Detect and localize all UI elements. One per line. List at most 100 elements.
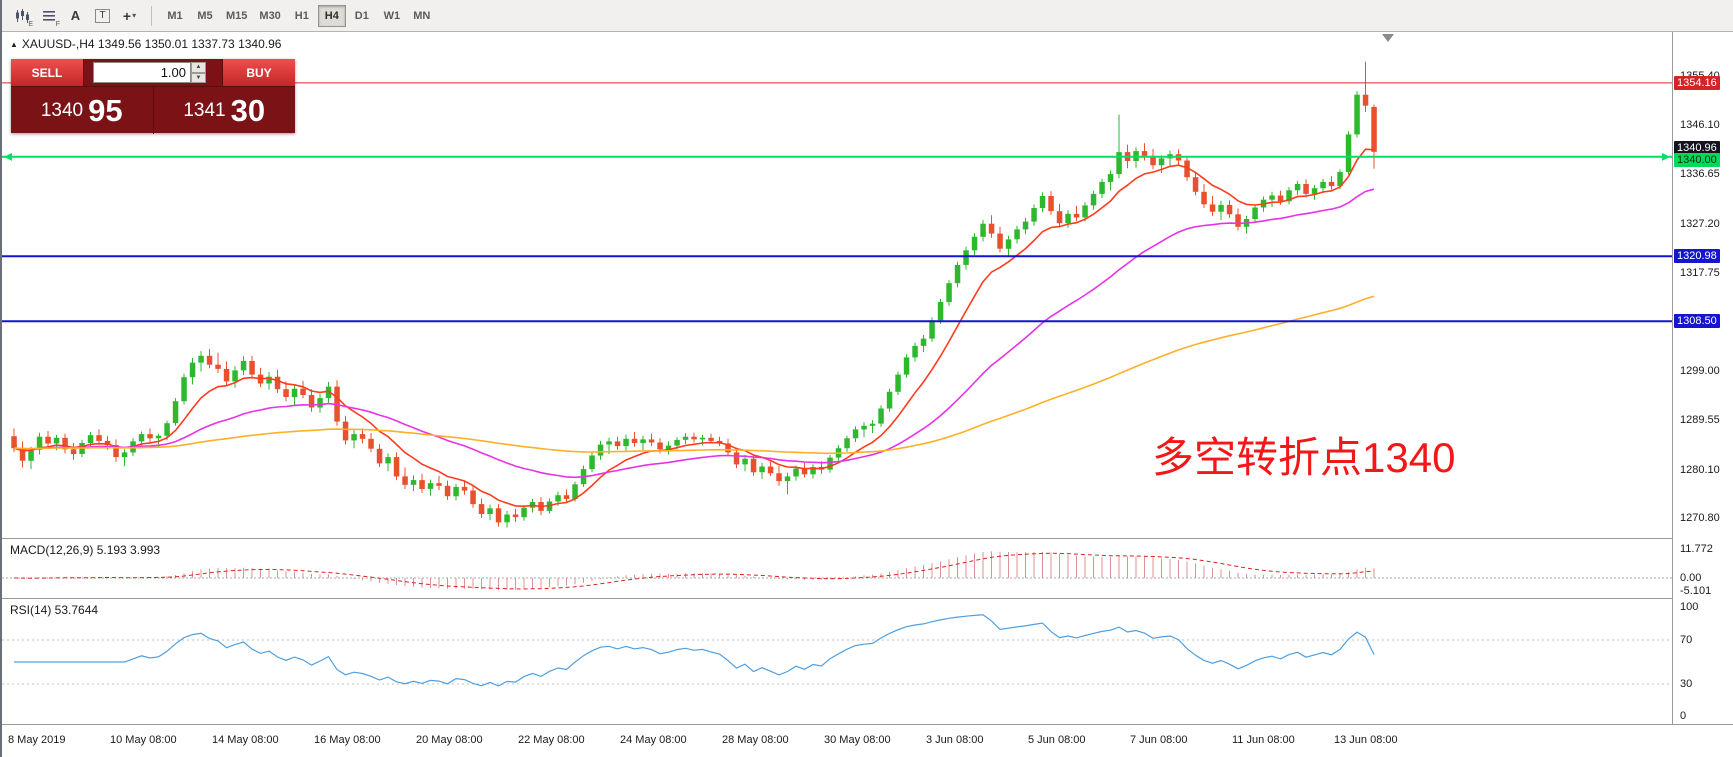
candle-body (861, 425, 867, 430)
time-label: 20 May 08:00 (416, 734, 483, 746)
chart-style-sub-label: E (28, 20, 33, 28)
candle-body (1107, 174, 1114, 182)
candle-body (70, 449, 77, 454)
candle-body (725, 443, 731, 453)
panel-separator[interactable] (2, 538, 1733, 539)
candle-body (1311, 188, 1318, 194)
candle-body (929, 320, 935, 339)
crosshair-tool-icon[interactable]: + ▾ (122, 7, 137, 24)
chart-style-icon[interactable]: E (8, 4, 35, 28)
volume-input[interactable] (93, 62, 191, 83)
volume-up-button[interactable]: ▲ (191, 62, 206, 73)
price-badge: 1340.00 (1674, 152, 1720, 167)
candle-body (1286, 190, 1292, 202)
candle-body (45, 436, 51, 444)
candle-body (1141, 151, 1148, 156)
candle-body (461, 486, 468, 491)
tf-button-m1[interactable]: M1 (167, 9, 183, 22)
candle-body (393, 457, 400, 477)
sell-button[interactable]: SELL (11, 59, 84, 86)
text-annotation-icon[interactable]: A (70, 8, 81, 23)
sell-price[interactable]: 1340 95 (11, 87, 154, 134)
candle-body (1005, 239, 1012, 249)
buy-price-pips: 30 (230, 92, 266, 128)
one-click-trading-panel: SELL ▲ ▼ BUY 1340 95 1341 30 (11, 59, 296, 134)
time-label: 8 May 2019 (8, 734, 66, 746)
candle-body (1328, 181, 1335, 187)
candle-body (291, 388, 298, 398)
ma-34-line (13, 188, 1375, 479)
tf-button-mn[interactable]: MN (413, 9, 431, 22)
price-badge: 1340.96 (1674, 140, 1720, 155)
tf-button-m15[interactable]: M15 (226, 9, 248, 22)
time-label: 22 May 08:00 (518, 734, 585, 746)
candle-body (164, 423, 170, 436)
panel-separator[interactable] (2, 598, 1733, 599)
candle-body (937, 302, 944, 321)
scale-tick: 1346.10 (1680, 118, 1720, 131)
candle-body (342, 421, 349, 441)
chart-shift-marker[interactable] (1382, 34, 1394, 42)
candle-body (878, 408, 884, 424)
candle-body (1031, 208, 1037, 222)
tf-button-h1[interactable]: H1 (294, 9, 309, 22)
candle-body (844, 438, 850, 449)
candle-body (980, 223, 986, 237)
chart-annotation-text[interactable]: 多空转折点1340 (1152, 434, 1456, 481)
text-label-icon[interactable]: T (89, 4, 116, 28)
candle-body (62, 437, 68, 450)
price-scale[interactable]: 1355.401346.101336.651327.201317.751299.… (1672, 31, 1733, 724)
time-label: 13 Jun 08:00 (1334, 734, 1398, 746)
candle-body (240, 361, 247, 371)
candle-body (232, 370, 238, 382)
trade-panel-toggle-icon[interactable]: ▲ (10, 39, 18, 49)
candle-body (376, 448, 383, 464)
candle-body (198, 355, 204, 363)
rsi-panel-canvas[interactable] (2, 600, 1672, 723)
rsi-label: RSI(14) 53.7644 (10, 603, 99, 617)
time-axis[interactable]: 8 May 2019 10 May 08:00 14 May 08:00 16 May… (2, 724, 1733, 757)
scale-tick: 0 (1680, 710, 1687, 722)
time-label: 14 May 08:00 (212, 734, 279, 746)
time-label: 11 Jun 08:00 (1232, 734, 1295, 746)
indicator-grid-icon[interactable]: F (35, 4, 62, 28)
main-chart-canvas[interactable] (2, 31, 1672, 537)
tf-button-m30[interactable]: M30 (259, 9, 281, 22)
tf-button-w1[interactable]: W1 (383, 9, 401, 22)
scale-tick: 1280.10 (1680, 463, 1720, 476)
candle-body (436, 483, 442, 486)
candle-body (36, 436, 43, 450)
toolbar: E F A T + ▾ M1 M5 M15 M30 H1 H4 (2, 0, 1733, 32)
candle-body (266, 376, 272, 384)
candle-body (623, 438, 629, 447)
price-badge: 1354.16 (1674, 75, 1720, 90)
tf-button-d1[interactable]: D1 (354, 9, 369, 22)
candle-body (793, 468, 799, 477)
candle-body (631, 438, 638, 443)
candle-body (665, 445, 672, 450)
buy-button[interactable]: BUY (222, 59, 295, 86)
scale-tick: 1336.65 (1680, 168, 1720, 181)
buy-price[interactable]: 1341 30 (154, 87, 296, 134)
tf-button-h4[interactable]: H4 (317, 4, 346, 27)
candle-body (1269, 195, 1275, 200)
candle-body (912, 345, 918, 358)
timeframe-group: M1 M5 M15 M30 H1 H4 D1 W1 MN (160, 4, 437, 27)
candle-body (869, 423, 876, 426)
candle-body (963, 250, 969, 265)
candle-body (767, 466, 774, 474)
candle-body (274, 376, 281, 390)
candle-body (444, 485, 451, 497)
candle-body (1277, 195, 1284, 202)
volume-down-button[interactable]: ▼ (191, 72, 206, 83)
candle-body (453, 486, 459, 497)
candle-body (895, 374, 901, 392)
price-badge: 1320.98 (1674, 249, 1720, 264)
candle-body (172, 401, 179, 424)
candle-body (470, 490, 476, 505)
candle-body (1303, 184, 1309, 194)
tf-button-m5[interactable]: M5 (197, 9, 213, 22)
scale-tick: 1289.55 (1680, 414, 1720, 427)
macd-panel-canvas[interactable] (2, 540, 1672, 597)
candle-body (1150, 155, 1156, 166)
